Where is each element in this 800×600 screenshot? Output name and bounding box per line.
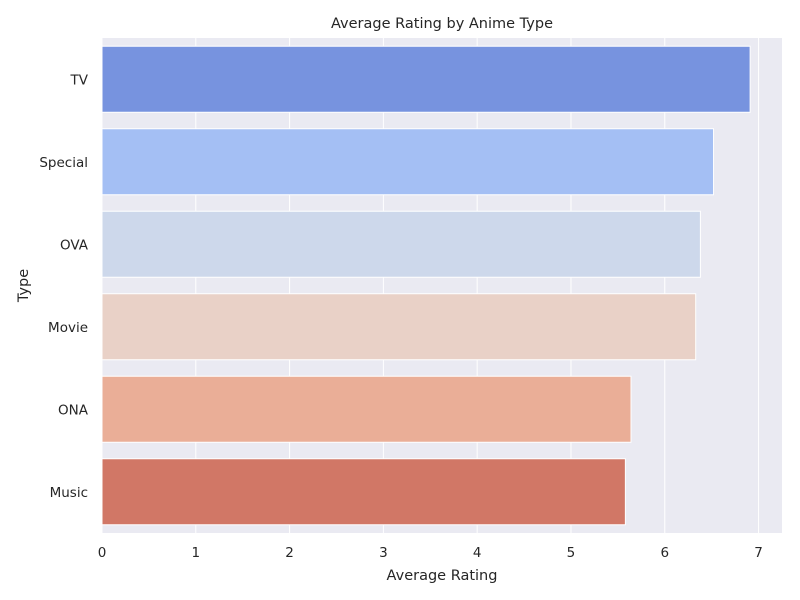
chart-title: Average Rating by Anime Type <box>331 16 553 32</box>
bar-layer <box>101 45 751 526</box>
x-tick-label: 0 <box>98 545 107 561</box>
y-tick-label: OVA <box>60 237 89 253</box>
x-tick-label: 6 <box>660 545 669 561</box>
x-axis-label: Average Rating <box>387 568 498 584</box>
x-tick-label: 3 <box>379 545 388 561</box>
x-tick-label: 4 <box>473 545 482 561</box>
bar-ova <box>101 210 701 278</box>
x-tick-label: 7 <box>754 545 763 561</box>
grid-layer <box>101 38 760 533</box>
y-tick-label: ONA <box>58 402 89 418</box>
x-tick-label: 1 <box>191 545 200 561</box>
bar-tv <box>101 45 751 113</box>
bar-music <box>101 458 626 526</box>
bar-ona <box>101 375 632 443</box>
plot-background <box>102 38 782 533</box>
bar-special <box>101 128 715 196</box>
bar-movie <box>101 293 697 361</box>
y-tick-label: Music <box>50 485 88 501</box>
y-tick-label: TV <box>70 72 89 88</box>
y-tick-label: Movie <box>48 320 88 336</box>
x-tick-labels: 0 1 2 3 4 5 6 7 <box>98 545 763 561</box>
x-tick-label: 2 <box>285 545 294 561</box>
x-tick-label: 5 <box>567 545 576 561</box>
y-tick-label: Special <box>39 155 88 171</box>
y-axis-label: Type <box>16 269 32 303</box>
y-tick-labels: TV Special OVA Movie ONA Music <box>39 72 88 501</box>
